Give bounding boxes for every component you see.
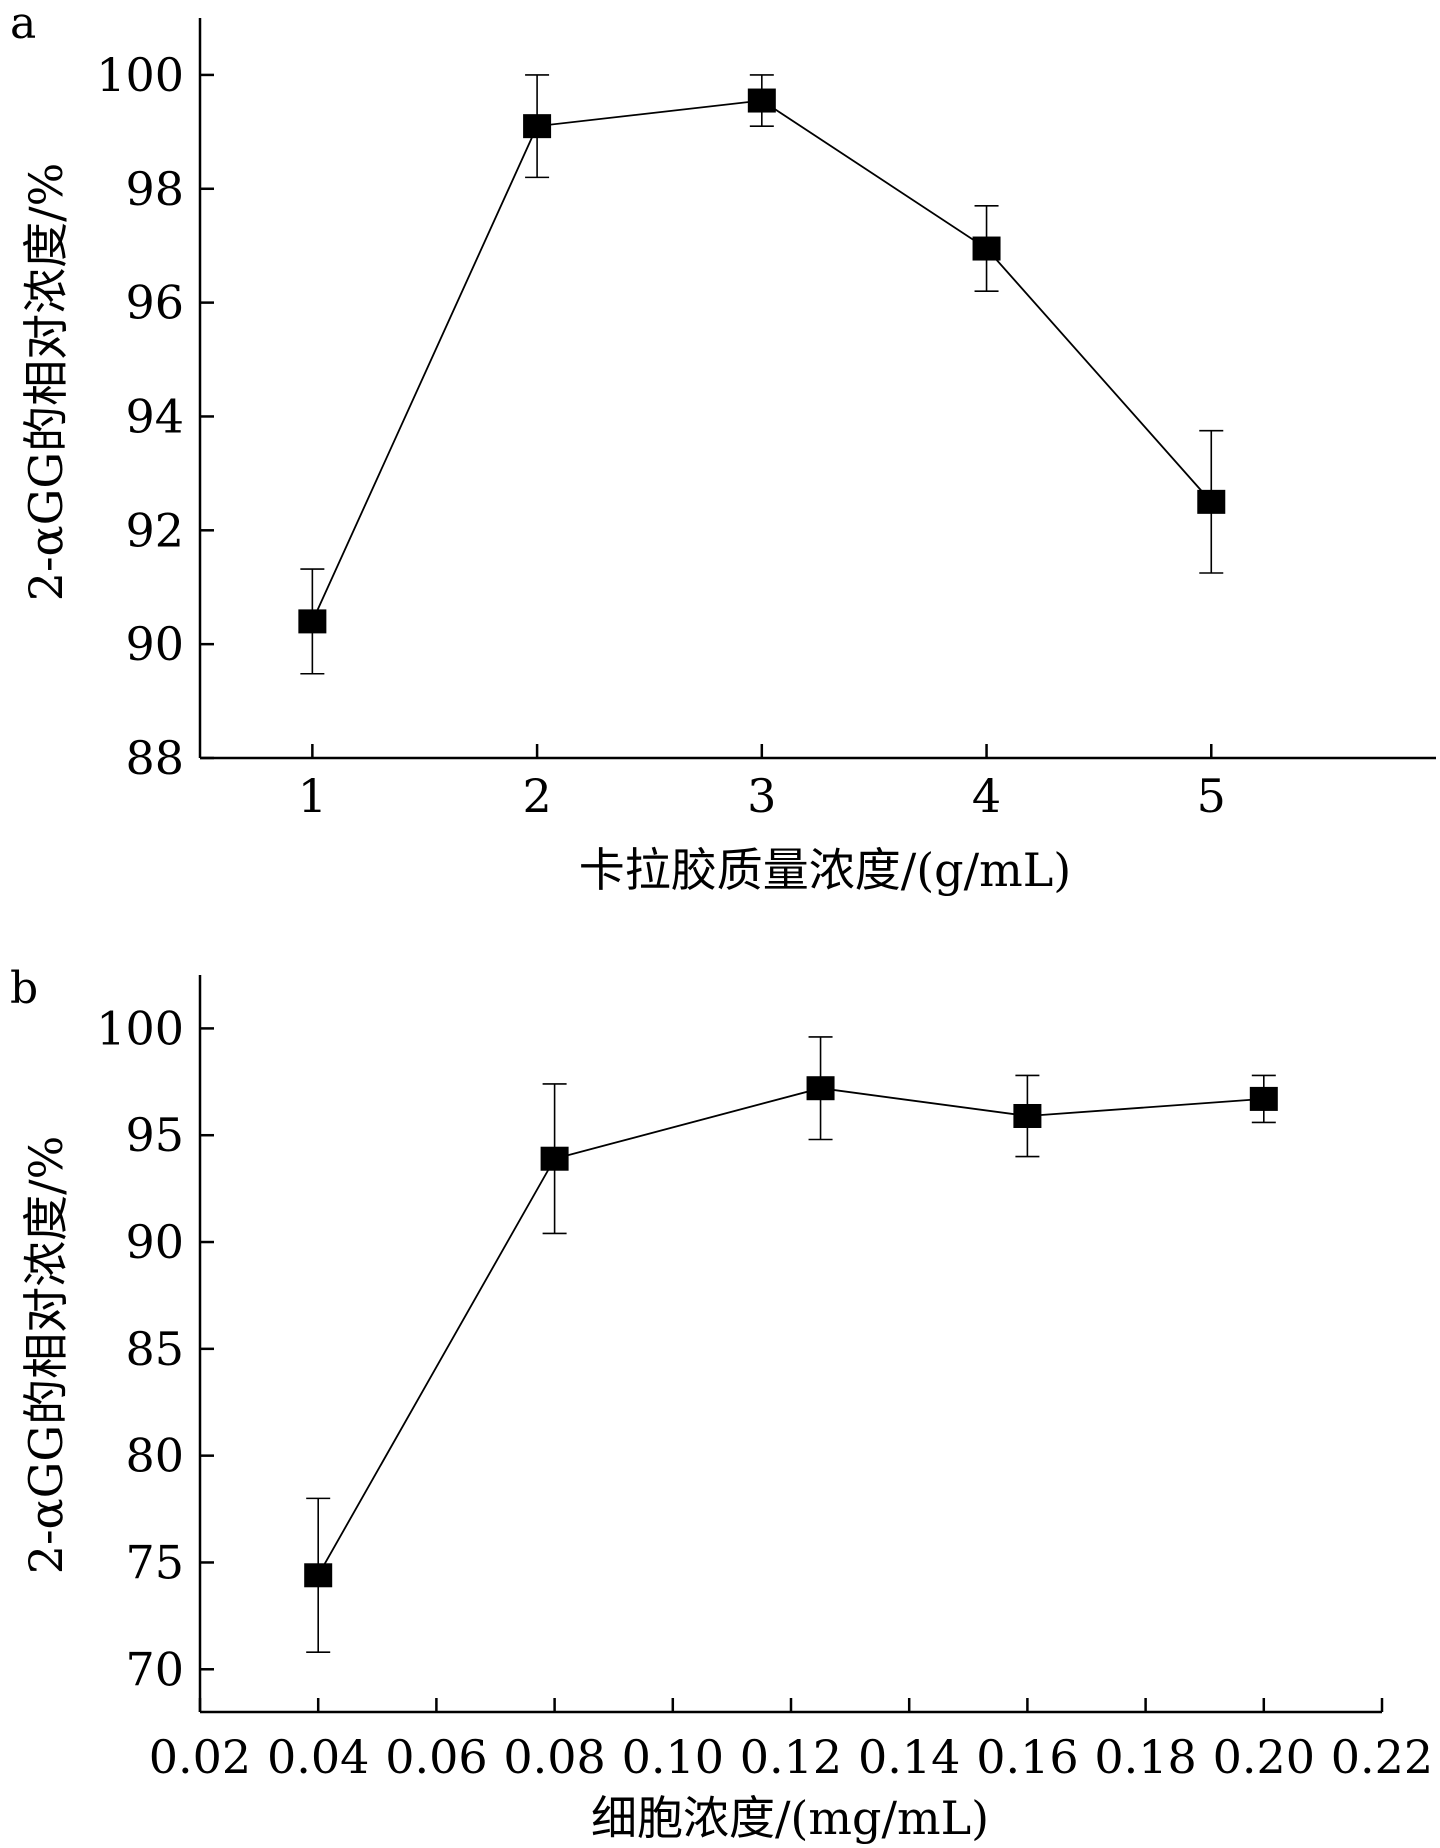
x-ticks: 1 2 3 4 5 xyxy=(298,744,1226,823)
y-tick-label: 75 xyxy=(125,1535,184,1589)
y-tick-label: 95 xyxy=(125,1108,184,1162)
y-tick-label: 80 xyxy=(125,1429,184,1483)
y-tick-label: 96 xyxy=(125,276,184,330)
series-line xyxy=(317,1087,1264,1576)
panel-label: b xyxy=(10,963,38,1014)
data-point xyxy=(747,88,776,113)
x-tick-label: 0.18 xyxy=(1094,1730,1196,1784)
y-tick-label: 90 xyxy=(125,617,184,671)
x-tick-label: 0.08 xyxy=(503,1730,605,1784)
y-tick-label: 92 xyxy=(125,503,184,557)
x-ticks: 0.02 0.04 0.06 0.08 0.10 0.12 0.14 0.16 0.18 0.20… xyxy=(149,1698,1433,1784)
x-tick-label: 4 xyxy=(972,769,1001,823)
y-tick-label: 100 xyxy=(96,1001,184,1055)
data-point xyxy=(1249,1086,1278,1111)
panel-label: a xyxy=(10,0,36,49)
x-tick-label: 0.12 xyxy=(740,1730,842,1784)
x-tick-label: 0.22 xyxy=(1331,1730,1433,1784)
data-point xyxy=(1013,1103,1042,1128)
y-tick-label: 98 xyxy=(125,162,184,216)
x-tick-label: 0.04 xyxy=(267,1730,369,1784)
series-line xyxy=(311,99,1212,622)
x-tick-label: 0.20 xyxy=(1213,1730,1315,1784)
y-ticks: 70 75 80 85 90 95 100 xyxy=(96,1001,214,1696)
x-tick-label: 1 xyxy=(298,769,327,823)
x-tick-label: 3 xyxy=(747,769,776,823)
x-tick-label: 0.06 xyxy=(385,1730,487,1784)
data-point xyxy=(806,1076,835,1101)
x-tick-label: 0.14 xyxy=(858,1730,960,1784)
y-tick-label: 94 xyxy=(125,389,184,443)
y-ticks: 88 90 92 94 96 98 100 xyxy=(96,48,214,785)
x-axis-title: 细胞浓度/(mg/mL) xyxy=(591,1791,989,1845)
data-point xyxy=(1197,489,1226,514)
x-tick-label: 2 xyxy=(522,769,551,823)
y-tick-label: 90 xyxy=(125,1215,184,1269)
x-tick-label: 0.02 xyxy=(149,1730,251,1784)
data-point xyxy=(304,1563,333,1588)
data-series xyxy=(304,1036,1278,1653)
x-axis-title: 卡拉胶质量浓度/(g/mL) xyxy=(579,843,1072,897)
y-axis-title: 2-αGG的相对浓度/% xyxy=(19,163,73,602)
data-point xyxy=(540,1146,569,1171)
data-point xyxy=(298,609,327,634)
y-tick-label: 100 xyxy=(96,48,184,102)
y-tick-label: 70 xyxy=(125,1642,184,1696)
y-axis-title: 2-αGG的相对浓度/% xyxy=(19,1136,73,1575)
data-point xyxy=(523,114,552,139)
x-tick-label: 5 xyxy=(1197,769,1226,823)
y-tick-label: 88 xyxy=(125,731,184,785)
data-series xyxy=(298,74,1226,675)
x-tick-label: 0.16 xyxy=(976,1730,1078,1784)
x-tick-label: 0.10 xyxy=(622,1730,724,1784)
y-tick-label: 85 xyxy=(125,1322,184,1376)
chart-panel-a: a 88 90 92 94 96 98 100 1 2 3 4 5 卡拉胶质量浓度/(g/mL) 2… xyxy=(10,0,1436,897)
data-point xyxy=(972,236,1001,261)
